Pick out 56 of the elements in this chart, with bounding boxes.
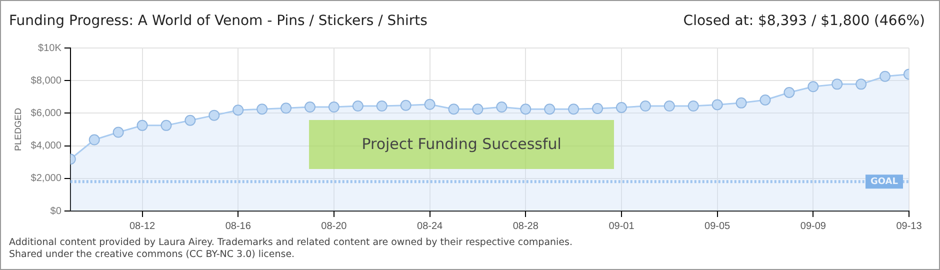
point — [328, 102, 340, 113]
point — [448, 104, 460, 115]
point — [136, 120, 148, 131]
point — [664, 100, 675, 112]
point — [688, 100, 699, 112]
text: Additional content provided by Laura Airey. Trademarks and related content are owned by their respective companies. — [9, 237, 573, 248]
y-tick-label: $4,000 — [30, 140, 62, 152]
ref-line-label: GOAL — [870, 177, 898, 188]
point — [232, 104, 244, 116]
point — [880, 70, 891, 82]
point — [544, 104, 556, 115]
y-axis-title: PLEDGED — [12, 107, 23, 152]
point — [832, 78, 843, 90]
x-tick-label: 09-13 — [896, 220, 922, 232]
point — [352, 100, 364, 112]
x-tick-label: 08-16 — [225, 220, 252, 232]
y-tick-label: $8,000 — [30, 75, 62, 86]
y-tick-label: $6,000 — [30, 108, 62, 119]
y-tick-label: $0 — [50, 206, 62, 217]
point — [496, 102, 508, 113]
point — [472, 104, 484, 115]
chart-title: Funding Progress: A World of Venom - Pins / Stickers / Shirts — [9, 13, 428, 29]
point — [856, 78, 867, 90]
x-tick-label: 08-24 — [417, 220, 444, 232]
text: Shared under the creative commons (CC BY-NC 3.0) license. — [9, 249, 295, 260]
point — [808, 81, 819, 92]
point — [520, 104, 532, 115]
x-tick-label: 08-12 — [129, 220, 156, 232]
point — [280, 102, 292, 114]
point — [568, 104, 580, 115]
y-tick-label: $2,000 — [30, 173, 62, 184]
point — [616, 102, 627, 113]
y-tick-label: $10K — [38, 42, 62, 54]
point — [400, 100, 412, 111]
point — [736, 97, 747, 108]
point — [256, 104, 268, 115]
point — [376, 100, 388, 112]
point — [184, 114, 196, 126]
point — [640, 100, 651, 112]
x-tick-label: 08-28 — [512, 220, 539, 232]
x-tick-label: 09-09 — [800, 220, 826, 232]
x-tick-label: 09-01 — [608, 220, 635, 232]
x-tick-label: 09-05 — [704, 220, 731, 232]
point — [424, 98, 436, 110]
point — [112, 126, 124, 138]
chart-subtitle: Closed at: $8,393 / $1,800 (466%) — [683, 13, 925, 29]
point — [304, 102, 316, 113]
point — [88, 134, 100, 146]
point — [784, 87, 795, 98]
point — [160, 120, 172, 131]
success-banner: Project Funding Successful — [309, 120, 614, 169]
x-tick-label: 08-20 — [321, 220, 348, 232]
point — [712, 99, 723, 110]
point — [760, 94, 771, 106]
point — [592, 102, 604, 114]
point — [208, 110, 220, 121]
